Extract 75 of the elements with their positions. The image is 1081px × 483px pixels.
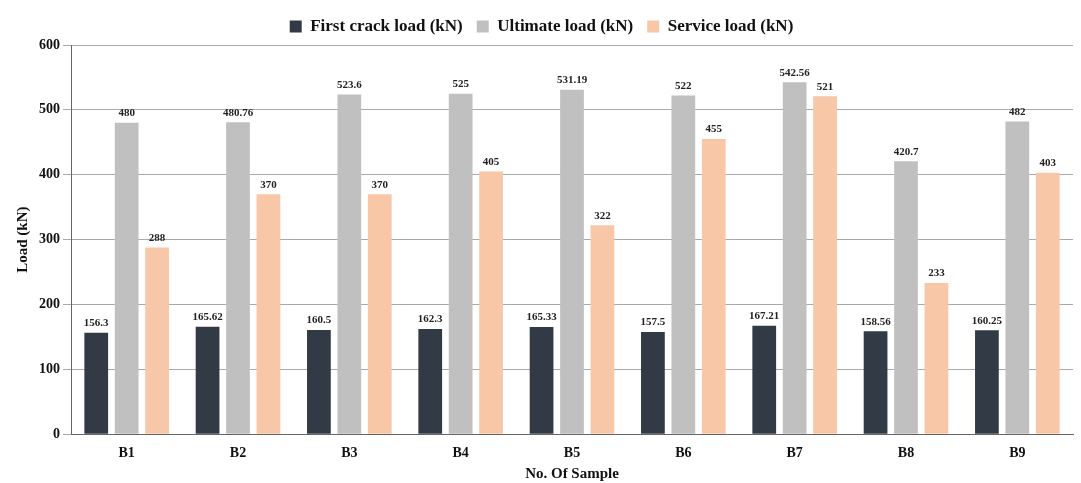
bar	[307, 330, 331, 434]
y-tick-label: 300	[39, 231, 60, 247]
bar	[479, 171, 503, 434]
data-label: 531.19	[556, 72, 588, 85]
data-label: 482	[1009, 104, 1027, 117]
bar	[367, 194, 392, 434]
data-label: 158.56	[860, 314, 892, 327]
data-label: 420.7	[893, 144, 919, 157]
data-label: 521	[816, 79, 834, 92]
legend-label: First crack load (kN)	[310, 15, 463, 35]
bar	[145, 247, 169, 434]
data-label: 522	[675, 78, 693, 91]
bar	[813, 96, 837, 434]
y-tick-label: 0	[53, 425, 60, 441]
x-tick-label: B4	[452, 445, 469, 461]
data-label: 542.56	[779, 65, 811, 78]
x-tick-label: B3	[341, 445, 358, 461]
bar	[671, 95, 696, 434]
data-label: 167.21	[749, 309, 780, 322]
x-tick-label: B9	[1009, 445, 1026, 461]
y-tick-label: 200	[39, 296, 60, 312]
y-tick-label: 500	[39, 101, 60, 117]
legend-label: Service load (kN)	[667, 15, 794, 35]
bar	[701, 139, 726, 434]
data-label: 233	[928, 266, 946, 279]
data-label: 455	[705, 122, 723, 135]
y-tick-label: 400	[39, 166, 60, 182]
data-label: 480.76	[222, 105, 254, 118]
bar	[226, 122, 250, 434]
bar	[782, 82, 807, 434]
bar	[195, 326, 220, 434]
x-tick-label: B8	[897, 445, 915, 461]
bar	[1005, 121, 1030, 434]
x-tick-label: B2	[229, 445, 247, 461]
bar	[752, 325, 777, 434]
x-tick-label: B7	[786, 445, 803, 461]
legend-label: Ultimate load (kN)	[497, 15, 634, 35]
data-label: 160.5	[306, 313, 332, 326]
bar	[448, 93, 473, 434]
bar	[894, 161, 918, 434]
data-label: 403	[1039, 156, 1057, 169]
bar	[529, 326, 554, 434]
data-label: 156.3	[83, 316, 110, 329]
bar	[590, 225, 615, 434]
bar	[256, 194, 281, 434]
data-label: 288	[148, 230, 166, 243]
x-axis-title: No. Of Sample	[525, 464, 620, 481]
bar	[975, 330, 999, 434]
data-label: 162.3	[417, 312, 444, 325]
data-label: 160.25	[971, 313, 1003, 326]
data-label: 322	[594, 208, 612, 221]
data-label: 165.62	[192, 310, 224, 323]
bar	[560, 89, 584, 434]
bar	[114, 122, 139, 434]
y-tick-label: 600	[39, 36, 60, 52]
bar	[863, 331, 888, 434]
data-label: 165.33	[526, 310, 558, 323]
data-label: 370	[371, 177, 389, 190]
bar	[924, 283, 949, 434]
bar	[337, 94, 362, 434]
y-tick-label: 100	[39, 360, 60, 376]
data-label: 370	[260, 177, 278, 190]
x-tick-label: B1	[118, 445, 135, 461]
bar	[641, 332, 665, 434]
data-label: 405	[482, 154, 500, 167]
data-label: 523.6	[336, 77, 363, 90]
y-axis-title: Load (kN)	[13, 206, 31, 273]
data-label: 480	[118, 106, 136, 119]
bar	[84, 332, 109, 434]
data-label: 157.5	[640, 315, 666, 328]
bar	[418, 328, 443, 434]
data-label: 525	[452, 76, 470, 89]
bar	[1035, 172, 1060, 434]
x-tick-label: B5	[563, 445, 581, 461]
x-tick-label: B6	[675, 445, 692, 461]
